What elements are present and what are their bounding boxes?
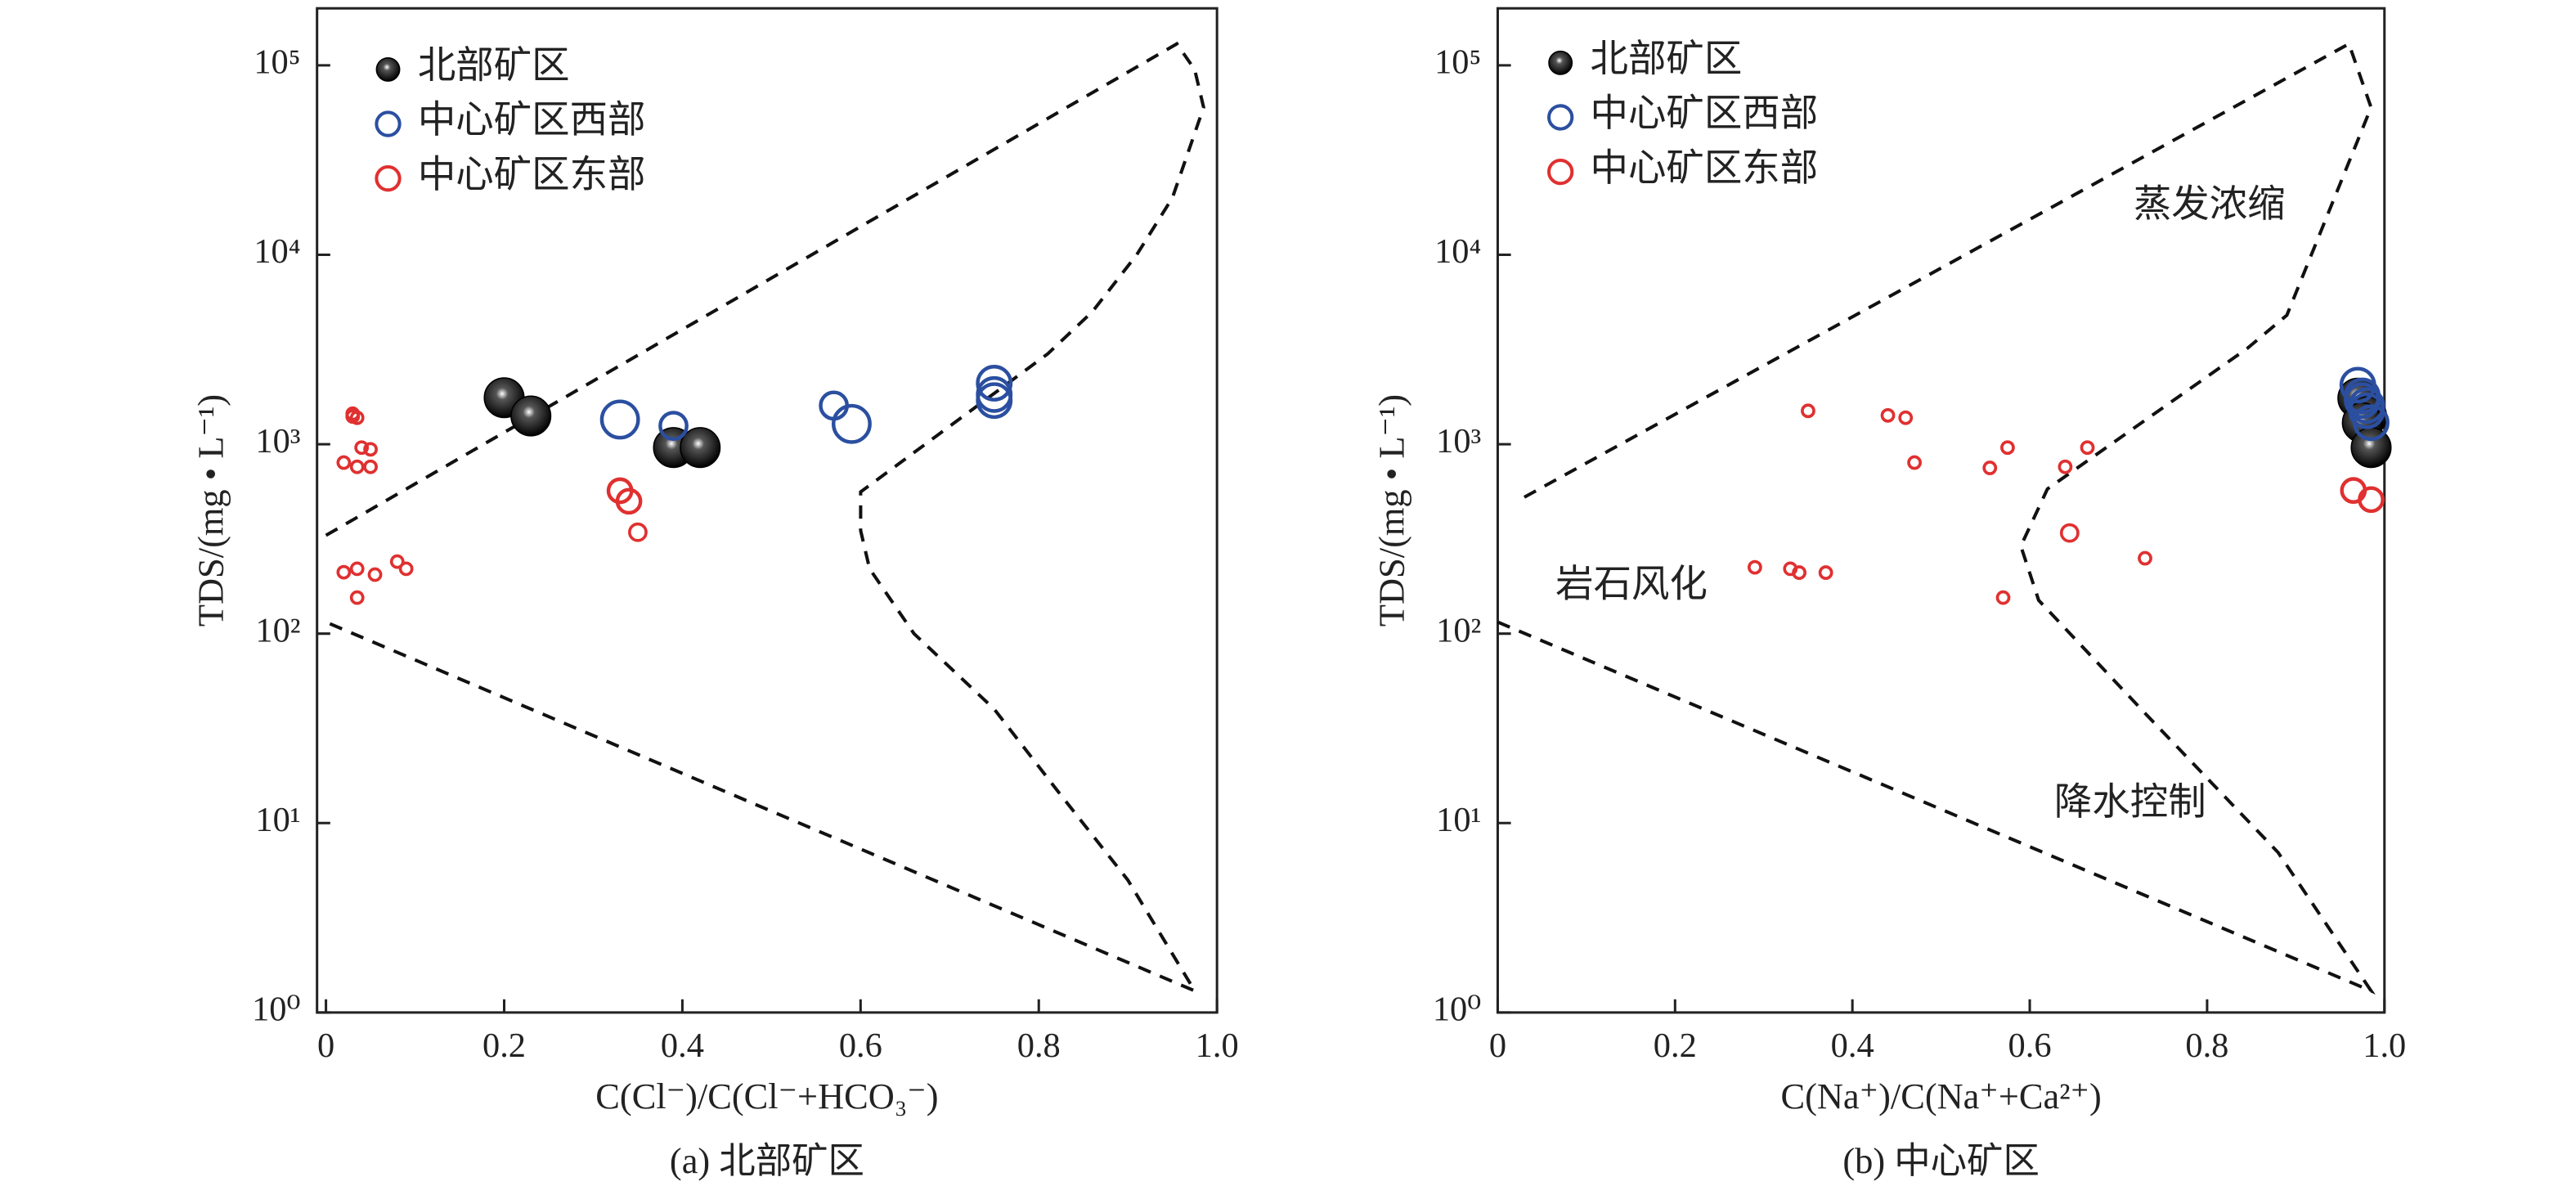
x-tick-label: 1.0 — [2363, 1027, 2406, 1065]
x-axis-title: C(Cl⁻)/C(Cl⁻+HCO₃⁻) — [595, 1076, 938, 1116]
y-tick-label: 10² — [255, 611, 300, 649]
annotation: 降水控制 — [2054, 782, 2206, 824]
point — [363, 459, 378, 474]
y-tick-label: 10¹ — [1436, 801, 1481, 839]
point — [658, 411, 689, 442]
point — [2358, 486, 2385, 514]
y-axis-title: TDS/(mg • L⁻¹) — [191, 394, 231, 627]
annotation: 岩石风化 — [1555, 564, 1708, 606]
point — [832, 403, 872, 444]
point — [398, 561, 414, 577]
y-tick-label: 10⁴ — [1434, 232, 1481, 271]
x-tick-label: 0.2 — [1654, 1027, 1697, 1065]
x-tick-label: 0.6 — [2008, 1027, 2052, 1065]
y-tick-label: 10⁵ — [254, 43, 300, 82]
y-axis-title: TDS/(mg • L⁻¹) — [1371, 394, 1411, 627]
legend-label: 中心矿区西部 — [418, 100, 646, 142]
point — [1818, 565, 1833, 580]
point — [1907, 455, 1922, 470]
y-tick-label: 10³ — [255, 422, 300, 460]
x-tick-label: 1.0 — [1196, 1027, 1239, 1065]
panel: 10⁰ 10¹ 10² 10³ 10⁴ 10⁵ 0 0.2 0.4 0.6 0.8 1.0 北部矿区中心… — [1371, 7, 2406, 1181]
panel-caption: (a) 北部矿区 — [670, 1140, 864, 1181]
point — [354, 440, 370, 456]
legend-marker — [375, 56, 401, 82]
point — [389, 554, 405, 569]
point — [349, 410, 365, 425]
point — [976, 382, 1013, 420]
x-tick-label: 0.6 — [839, 1027, 882, 1065]
point — [363, 442, 378, 457]
panel-caption: (b) 中心矿区 — [1842, 1140, 2040, 1181]
annotation: 蒸发浓缩 — [2134, 184, 2286, 226]
legend-marker — [375, 165, 402, 192]
point — [976, 365, 1013, 402]
legend-marker — [1547, 158, 1574, 186]
point — [615, 487, 643, 515]
legend-label: 中心矿区西部 — [1591, 93, 1819, 135]
legend-marker — [375, 110, 402, 137]
point — [1898, 410, 1914, 425]
y-tick-label: 10⁴ — [254, 232, 300, 271]
point — [599, 399, 640, 440]
legend-marker — [1548, 50, 1573, 75]
legend-label: 中心矿区东部 — [1591, 148, 1819, 190]
y-tick-label: 10⁰ — [1433, 991, 1481, 1029]
y-tick-label: 10¹ — [255, 801, 300, 839]
x-tick-label: 0 — [317, 1027, 334, 1065]
legend-label: 北部矿区 — [418, 46, 570, 88]
y-tick-label: 10⁰ — [252, 991, 300, 1029]
point — [2344, 382, 2381, 420]
boundary-line — [1497, 41, 2376, 995]
point — [2080, 440, 2095, 456]
plot-frame — [1496, 7, 2386, 1014]
point — [1801, 403, 1815, 419]
point — [1792, 565, 1806, 580]
point — [1995, 590, 2011, 605]
y-tick-label: 10³ — [1436, 422, 1481, 460]
point — [367, 567, 383, 582]
plot-frame — [316, 7, 1218, 1014]
legend-label: 中心矿区东部 — [418, 155, 646, 196]
point — [1880, 407, 1896, 423]
x-tick-label: 0.2 — [482, 1027, 526, 1065]
point — [2138, 550, 2152, 566]
x-tick-label: 0.4 — [1831, 1027, 1874, 1065]
x-tick-label: 0.8 — [1017, 1027, 1061, 1065]
point — [2000, 440, 2015, 456]
point — [349, 459, 365, 474]
point — [2058, 459, 2073, 474]
legend-label: 北部矿区 — [1591, 38, 1743, 80]
point — [1982, 460, 1998, 475]
point — [628, 522, 648, 542]
x-tick-label: 0 — [1489, 1027, 1506, 1065]
point — [680, 427, 721, 469]
point — [819, 390, 850, 421]
y-tick-label: 10² — [1436, 611, 1481, 649]
x-tick-label: 0.8 — [2185, 1027, 2228, 1065]
point — [1748, 559, 1762, 575]
point — [510, 395, 552, 437]
y-tick-label: 10⁵ — [1434, 43, 1481, 82]
x-axis-title: C(Na⁺)/C(Na⁺+Ca²⁺) — [1780, 1076, 2101, 1116]
point — [349, 590, 365, 605]
x-tick-label: 0.4 — [661, 1027, 704, 1065]
legend-marker — [1547, 104, 1574, 131]
panel: 10⁰ 10¹ 10² 10³ 10⁴ 10⁵ 0 0.2 0.4 0.6 0.8 1.0 北部矿区中心… — [191, 7, 1239, 1181]
boundary-line — [325, 41, 1205, 995]
point — [336, 564, 352, 580]
point — [336, 455, 352, 470]
point — [349, 561, 365, 577]
point — [2059, 523, 2080, 543]
